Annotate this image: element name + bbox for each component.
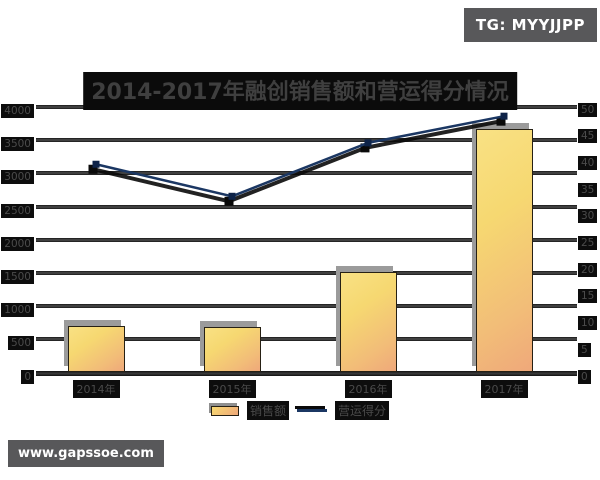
right-axis-tick-label: 15 <box>578 284 600 304</box>
tick-text: 50 <box>578 102 598 117</box>
telegram-badge: TG: MYYJJPP <box>463 8 597 42</box>
tick-text: 20 <box>578 262 598 277</box>
right-axis-tick-label: 5 <box>578 338 600 357</box>
score-line-marker <box>92 160 100 168</box>
tick-text: 0 <box>578 369 591 384</box>
legend: 销售额 营运得分 <box>0 401 600 420</box>
left-axis-tick-label: 0 <box>0 365 34 384</box>
tick-text: 10 <box>578 316 598 331</box>
tick-text: 4000 <box>1 104 34 119</box>
tick-text: 15 <box>578 289 598 304</box>
score-line-marker <box>364 139 372 147</box>
tick-text: 2017年 <box>480 380 528 398</box>
tick-text: 500 <box>7 336 34 351</box>
right-axis-tick-label: 20 <box>578 258 600 277</box>
left-axis-tick-label: 2500 <box>0 199 34 218</box>
legend-line-swatch <box>297 409 327 412</box>
tick-text: 30 <box>578 209 598 224</box>
x-axis-label: 2014年 <box>56 378 136 398</box>
gridline <box>36 337 577 342</box>
right-axis-tick-label: 40 <box>578 151 600 170</box>
tick-text: 35 <box>578 182 598 197</box>
tick-text: 45 <box>578 129 598 144</box>
tick-text: 3000 <box>1 170 34 185</box>
line-shadow <box>92 119 502 204</box>
score-line <box>95 114 505 198</box>
line-shadow-marker <box>88 164 98 174</box>
legend-bar-swatch <box>210 405 239 416</box>
bar-2014年 <box>67 326 125 373</box>
x-axis-label: 2017年 <box>464 378 544 398</box>
tick-text: 2014年 <box>72 380 120 398</box>
legend-label-sales: 销售额 <box>246 401 289 420</box>
left-axis-tick-label: 1500 <box>0 265 34 284</box>
gridline <box>36 171 577 176</box>
tick-text: 1000 <box>1 303 34 318</box>
tick-text: 2000 <box>1 236 34 251</box>
left-axis-tick-label: 1000 <box>0 298 34 318</box>
gridline <box>36 204 577 209</box>
line-shadow-marker <box>360 143 370 153</box>
tick-text: 3500 <box>1 137 34 152</box>
tick-text: 1500 <box>1 269 34 284</box>
left-axis-tick-label: 2000 <box>0 232 34 251</box>
right-axis-tick-label: 25 <box>578 231 600 251</box>
x-axis-label: 2016年 <box>328 378 408 398</box>
score-line-marker <box>500 112 508 120</box>
gridline <box>36 138 577 143</box>
line-shadow-marker <box>496 116 506 126</box>
gridline <box>36 304 577 309</box>
chart-title: 2014-2017年融创销售额和营运得分情况 <box>83 72 517 110</box>
tick-text: 0 <box>21 369 34 384</box>
gridline <box>36 370 577 376</box>
bar-2016年 <box>339 272 397 373</box>
tick-text: 5 <box>578 342 591 357</box>
line-shadow-marker <box>224 196 234 206</box>
gridline <box>36 270 577 275</box>
x-axis-label: 2015年 <box>192 378 272 398</box>
left-axis-tick-label: 3500 <box>0 132 34 152</box>
gridline <box>36 237 577 242</box>
bar-2017年 <box>475 128 533 373</box>
website-badge: www.gapssoe.com <box>8 440 164 467</box>
tick-text: 25 <box>578 236 598 251</box>
right-axis-tick-label: 50 <box>578 98 600 117</box>
tick-text: 2015年 <box>208 380 256 398</box>
tick-text: 2016年 <box>344 380 392 398</box>
right-axis-tick-label: 35 <box>578 178 600 197</box>
score-line-marker <box>228 192 236 200</box>
left-axis-tick-label: 3000 <box>0 165 34 185</box>
legend-label-score: 营运得分 <box>335 401 390 420</box>
right-axis-tick-label: 30 <box>578 204 600 224</box>
left-axis-tick-label: 4000 <box>0 99 34 119</box>
right-axis-tick-label: 0 <box>578 365 600 384</box>
right-axis-tick-label: 45 <box>578 124 600 144</box>
left-axis-tick-label: 500 <box>0 331 34 351</box>
tick-text: 2500 <box>1 203 34 218</box>
right-axis-tick-label: 10 <box>578 311 600 331</box>
tick-text: 40 <box>578 155 598 170</box>
bar-2015年 <box>203 326 261 373</box>
